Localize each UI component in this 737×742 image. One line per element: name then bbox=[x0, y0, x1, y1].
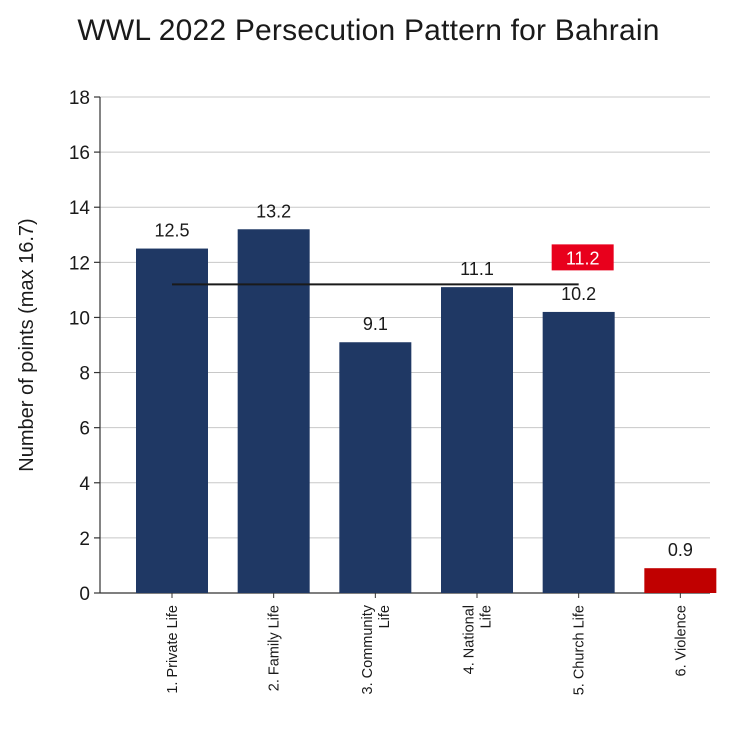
y-tick-label: 14 bbox=[69, 198, 91, 219]
y-tick-label: 2 bbox=[79, 529, 90, 550]
bar-value-label: 9.1 bbox=[363, 314, 388, 334]
average-label-box bbox=[551, 244, 614, 271]
bar-value-label: 12.5 bbox=[154, 221, 189, 241]
x-category-label: 5. Church Life bbox=[572, 605, 588, 695]
x-category-label: 3. Community bbox=[360, 604, 376, 694]
bar-value-label: 0.9 bbox=[668, 540, 693, 560]
bar bbox=[542, 311, 615, 593]
bar-value-label: 10.2 bbox=[561, 284, 596, 304]
x-category-label: 6. Violence bbox=[673, 605, 689, 676]
y-tick-label: 6 bbox=[79, 419, 90, 440]
bar bbox=[644, 568, 717, 593]
x-category-label: 1. Private Life bbox=[165, 605, 181, 694]
x-category-label: Life bbox=[377, 605, 393, 628]
y-tick-label: 10 bbox=[69, 308, 90, 329]
bar bbox=[339, 342, 412, 593]
bar bbox=[237, 229, 310, 593]
y-tick-label: 8 bbox=[79, 364, 90, 385]
bar bbox=[136, 248, 208, 594]
x-category-label: 2. Family Life bbox=[267, 605, 283, 691]
x-category-label: Life bbox=[479, 605, 495, 628]
y-tick-label: 0 bbox=[79, 584, 90, 605]
y-tick-label: 18 bbox=[69, 88, 90, 109]
bar bbox=[441, 287, 513, 593]
average-value-label: 11.2 bbox=[566, 248, 600, 268]
chart-title: WWL 2022 Persecution Pattern for Bahrain bbox=[77, 14, 660, 47]
y-tick-label: 4 bbox=[79, 474, 90, 495]
y-tick-label: 12 bbox=[69, 253, 90, 274]
bar-value-label: 11.1 bbox=[460, 259, 494, 279]
y-axis-title: Number of points (max 16.7) bbox=[16, 218, 38, 471]
x-category-label: 4. National bbox=[462, 605, 478, 674]
bar-value-label: 13.2 bbox=[256, 201, 291, 221]
y-tick-label: 16 bbox=[69, 143, 90, 164]
